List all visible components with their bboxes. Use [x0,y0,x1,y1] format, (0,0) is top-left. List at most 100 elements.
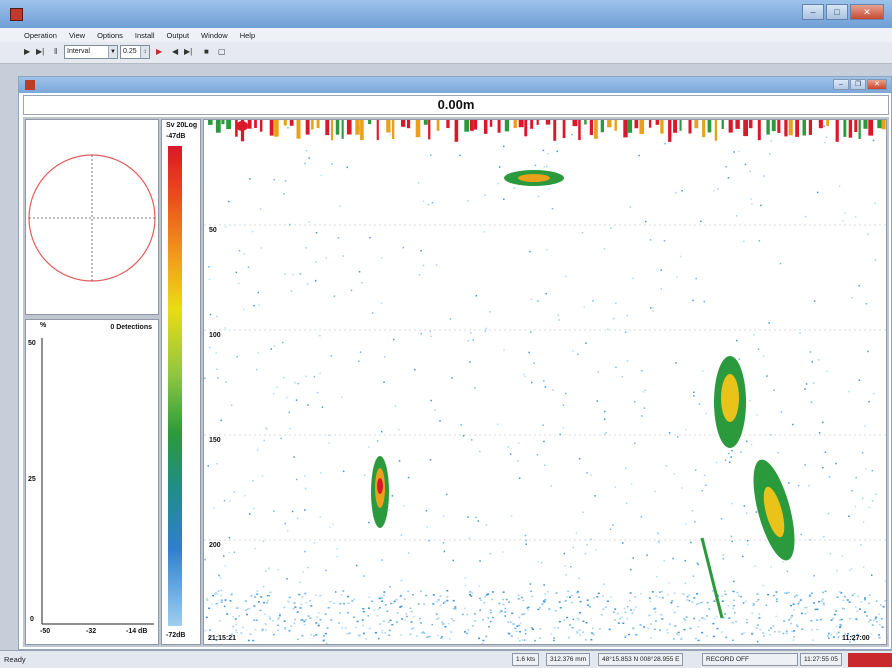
noise-dot [681,190,683,192]
noise-dot [475,295,478,297]
menu-options[interactable]: Options [97,30,123,40]
bottom-noise-dot [651,591,654,593]
menu-output[interactable]: Output [166,30,190,40]
noise-dot [391,495,394,497]
surface-echo [518,120,524,128]
bottom-noise-dot [245,609,248,612]
bottom-noise-dot [505,598,508,601]
bottom-noise-dot [420,622,422,624]
histogram-y-unit: % [40,322,47,329]
noise-dot [358,271,361,273]
app-icon[interactable] [10,8,23,21]
title-bar[interactable]: – □ ✕ [0,0,892,28]
noise-dot [700,220,702,223]
step-forward-icon[interactable]: ▶| [36,47,45,56]
bottom-noise-dot [828,632,830,635]
noise-dot [313,375,316,378]
bottom-noise-dot [316,616,319,618]
bottom-noise-dot [381,632,384,634]
child-minimize-button[interactable]: – [833,79,849,90]
child-close-button[interactable]: ✕ [867,79,887,90]
menu-operation[interactable]: Operation [24,30,57,40]
surface-echo [648,120,652,128]
bottom-noise-dot [324,632,327,635]
noise-dot [292,273,294,276]
noise-dot [692,575,695,577]
surface-echo [802,120,806,136]
child-window-icon[interactable] [25,80,35,90]
chevron-down-icon[interactable]: ▼ [108,46,117,58]
interval-value-stepper[interactable]: 0.25 ↕ [120,45,150,59]
bottom-noise-dot [717,594,719,597]
bottom-noise-dot [654,611,657,613]
menu-install[interactable]: Install [134,30,155,40]
noise-dot [238,282,240,285]
noise-dot [418,274,421,276]
bottom-noise-dot [339,603,342,605]
bottom-noise-dot [300,619,303,621]
noise-dot [582,511,584,514]
noise-dot [809,351,812,353]
spin-icon[interactable]: ↕ [140,46,149,58]
noise-dot [758,240,761,242]
surface-echo [578,120,581,141]
settings-icon[interactable]: ▢ [218,47,226,56]
bottom-noise-dot [805,606,808,609]
bottom-noise-dot [585,622,588,624]
bottom-noise-dot [554,610,557,612]
echogram-panel[interactable]: 50 100 150 200 21:15:21 11:27:00 [203,119,887,645]
bottom-noise-dot [693,597,696,599]
bottom-noise-dot [283,620,286,622]
forward-icon[interactable]: ▶| [184,47,193,56]
menu-view[interactable]: View [68,30,86,40]
rewind-icon[interactable]: ◀ [172,47,179,56]
menu-window[interactable]: Window [201,30,228,40]
bottom-noise-dot [444,626,447,628]
bottom-noise-dot [514,627,517,630]
stop-icon[interactable]: ■ [204,47,209,56]
bottom-noise-dot [579,612,582,614]
depth-label-200: 200 [209,542,221,549]
bottom-noise-dot [399,606,402,608]
fish-school-right-upper-core [721,374,739,422]
noise-dot [258,304,260,306]
play-icon[interactable]: ▶ [24,47,31,56]
noise-dot [626,360,629,362]
noise-dot [249,178,251,180]
surface-echo [766,120,770,135]
bottom-noise-dot [293,602,296,604]
bottom-noise-dot [371,600,374,603]
noise-dot [524,534,527,537]
histogram-y-label-top: 50 [28,340,36,347]
noise-dot [805,383,808,385]
interval-dropdown[interactable]: Interval ▼ [64,45,118,59]
close-button[interactable]: ✕ [850,4,884,20]
bottom-noise-dot [401,618,404,620]
noise-dot [702,370,704,372]
bottom-noise-dot [436,600,438,603]
maximize-button[interactable]: □ [826,4,848,20]
noise-dot [209,313,212,316]
noise-dot [288,411,290,414]
menu-help[interactable]: Help [239,30,256,40]
record-icon[interactable]: ▶ [156,47,163,56]
echogram-canvas[interactable]: 50 100 150 200 21:15:21 11:27:00 [204,120,886,644]
bottom-noise-dot [674,625,677,627]
bottom-noise-dot [686,596,689,598]
surface-echo [688,120,692,134]
child-restore-button[interactable]: ❐ [850,79,866,90]
bottom-noise-dot [432,594,435,596]
bottom-noise-dot [655,595,658,597]
noise-dot [693,395,695,397]
pause-icon[interactable]: ‖ [54,47,58,56]
noise-dot [731,502,733,505]
minimize-button[interactable]: – [802,4,824,20]
bottom-noise-dot [770,627,772,629]
noise-dot [777,452,779,454]
bottom-noise-dot [879,604,882,606]
noise-dot [381,559,383,561]
noise-dot [542,424,544,426]
bottom-noise-dot [576,591,579,594]
noise-dot [562,427,565,429]
child-title-bar[interactable]: – ❐ ✕ [19,77,891,93]
